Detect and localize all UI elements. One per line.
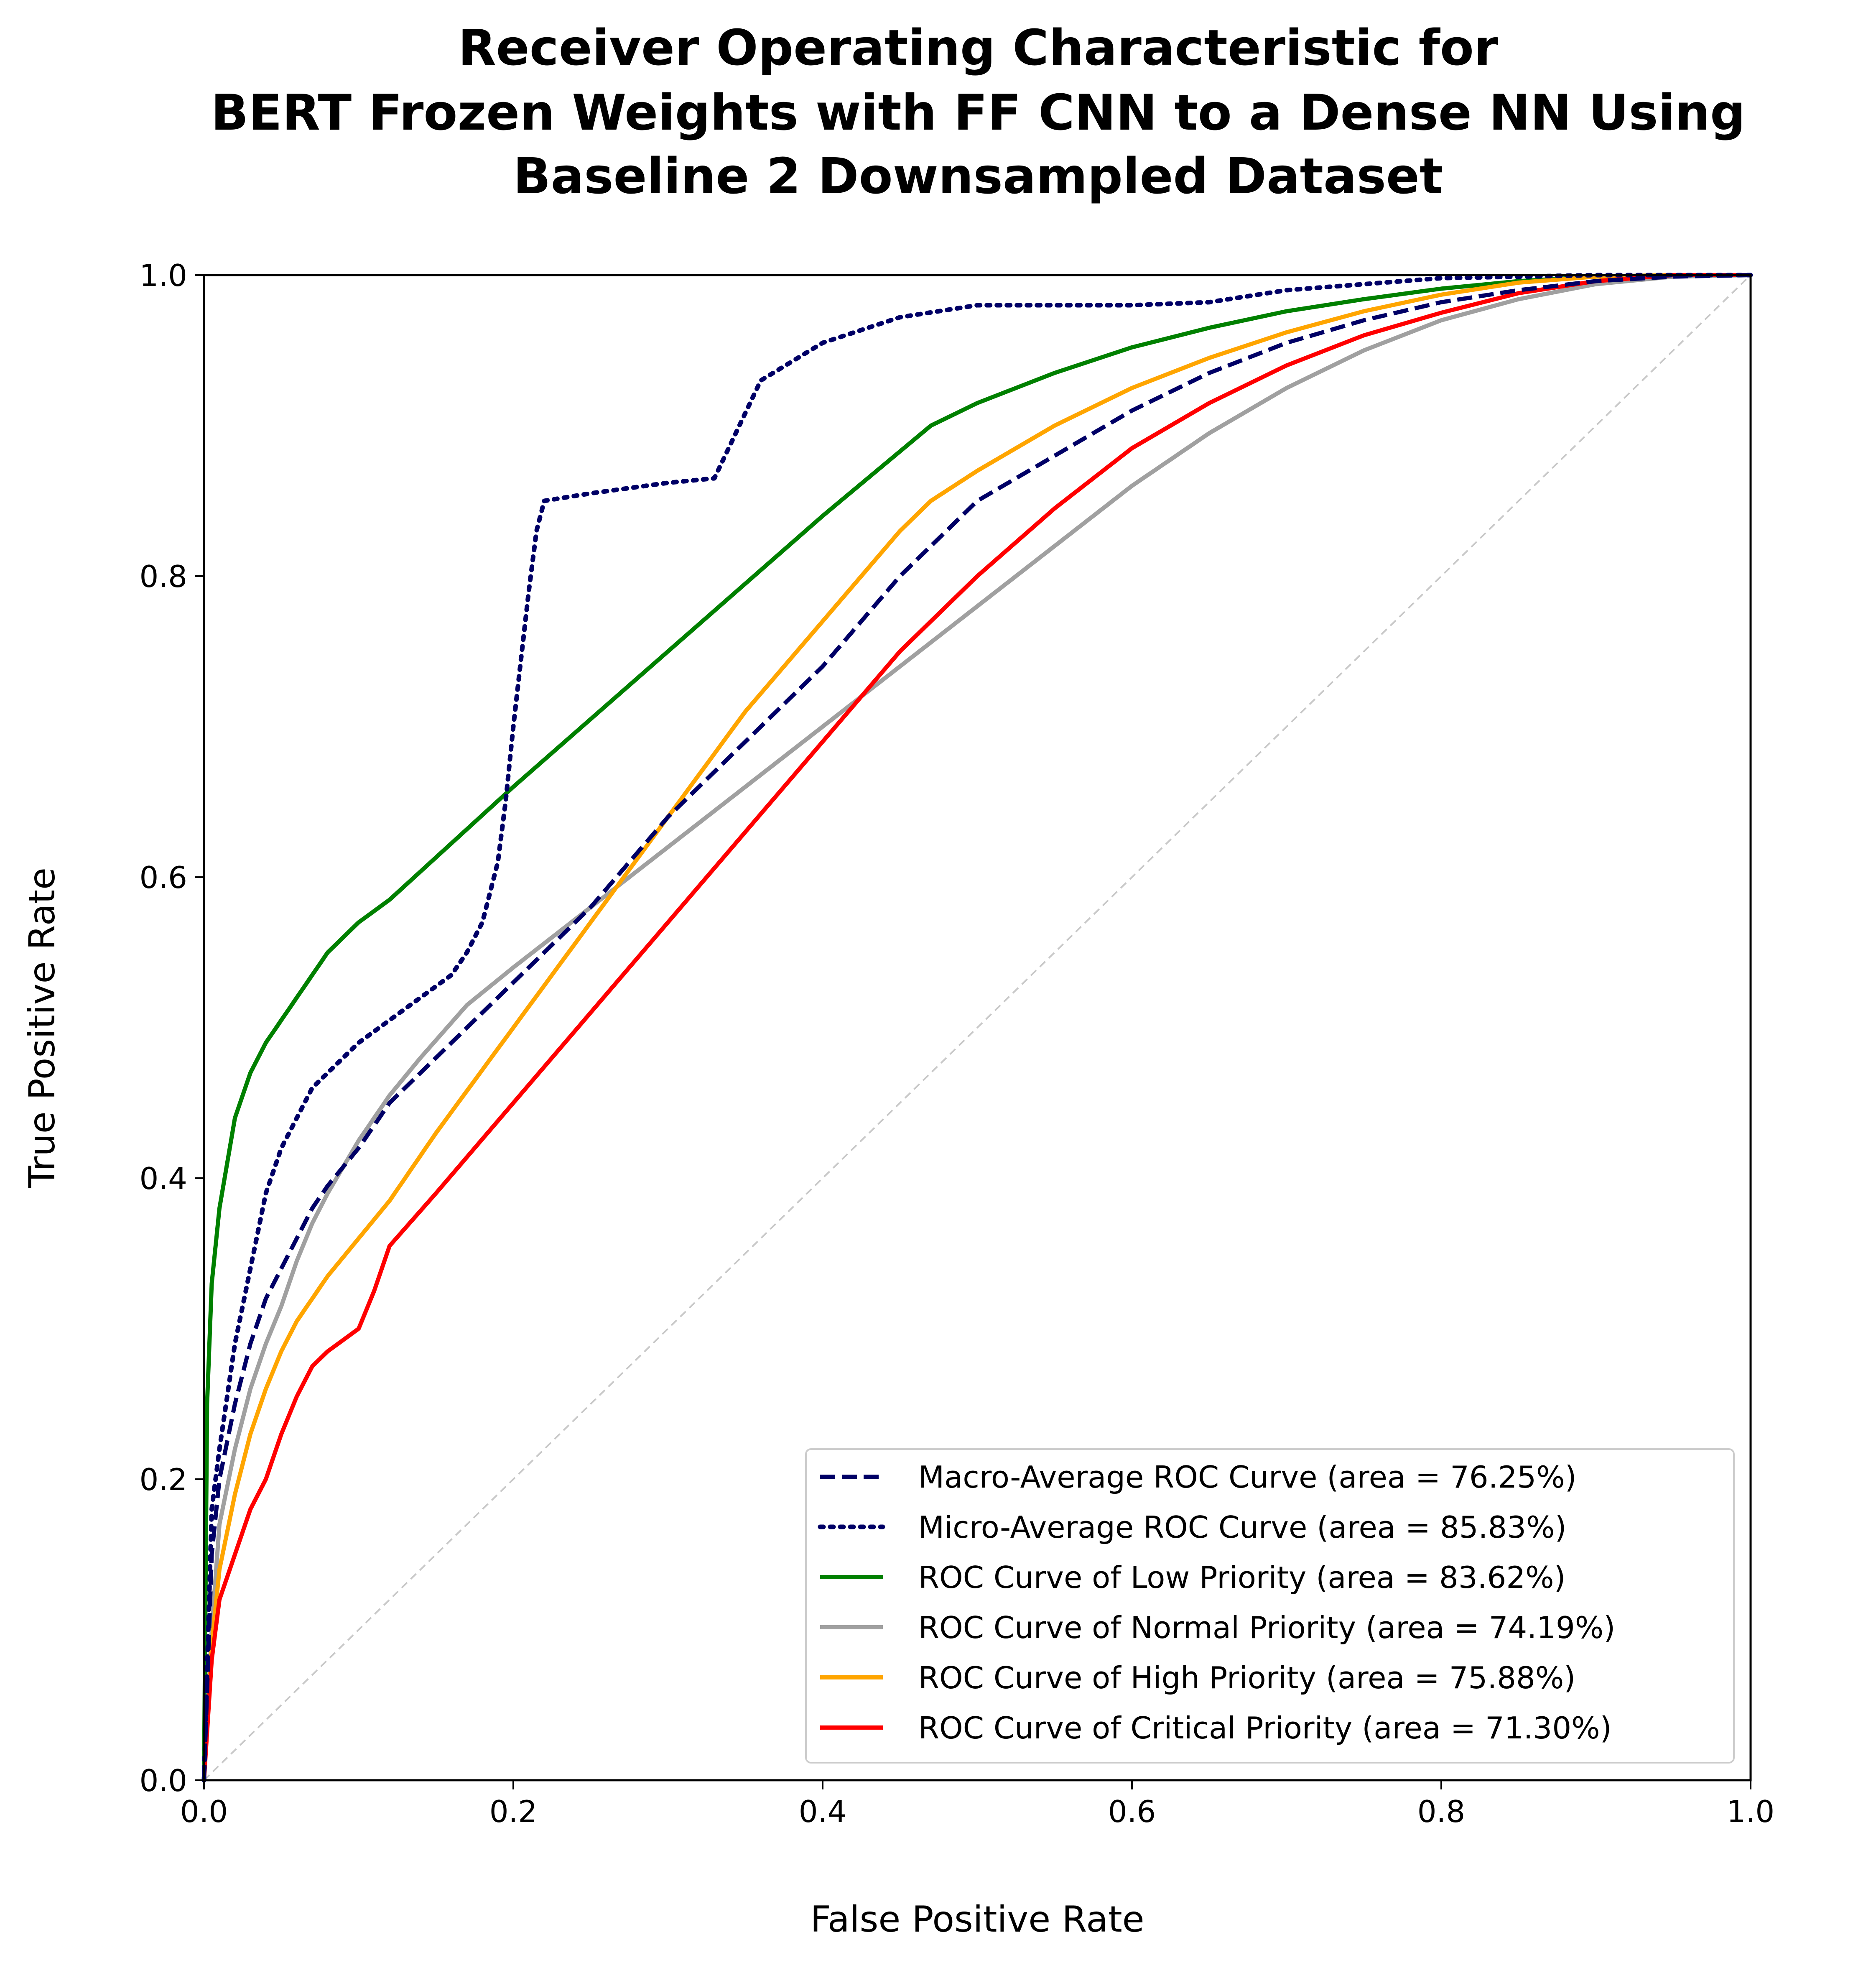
y-tick-label: 0.4 bbox=[139, 1161, 187, 1196]
x-axis-ticks: 0.0 0.2 0.4 0.6 0.8 1.0 bbox=[180, 1780, 1775, 1829]
reference-diagonal-line bbox=[203, 274, 1751, 1781]
x-axis-label: False Positive Rate bbox=[810, 1899, 1144, 1940]
x-tick-label: 0.4 bbox=[799, 1794, 847, 1829]
legend-label-3: ROC Curve of Low Priority (area = 83.62%… bbox=[918, 1560, 1566, 1595]
x-tick-label: 0.2 bbox=[489, 1794, 538, 1829]
x-tick-label: 0.8 bbox=[1417, 1794, 1466, 1829]
series-layer bbox=[201, 273, 1753, 1783]
x-tick-label: 1.0 bbox=[1727, 1794, 1775, 1829]
title-line-3: Baseline 2 Downsampled Dataset bbox=[513, 147, 1443, 205]
legend-label-6: ROC Curve of Critical Priority (area = 7… bbox=[918, 1710, 1612, 1746]
x-tick-label: 0.0 bbox=[180, 1794, 228, 1829]
legend-box bbox=[805, 1448, 1735, 1764]
legend-label-2: Micro-Average ROC Curve (area = 85.83%) bbox=[918, 1510, 1567, 1545]
title-line-2: BERT Frozen Weights with FF CNN to a Den… bbox=[211, 84, 1745, 141]
y-tick-label: 0.2 bbox=[139, 1462, 187, 1497]
x-tick-label: 0.6 bbox=[1108, 1794, 1156, 1829]
legend-label-5: ROC Curve of High Priority (area = 75.88… bbox=[918, 1660, 1575, 1695]
y-axis-ticks: 0.0 0.2 0.4 0.6 0.8 1.0 bbox=[139, 258, 204, 1798]
series-line-3 bbox=[202, 273, 1751, 1781]
y-tick-label: 1.0 bbox=[139, 258, 187, 293]
legend-entries: Macro-Average ROC Curve (area = 76.25%) M… bbox=[818, 1460, 1615, 1746]
plot-area bbox=[201, 273, 1753, 1783]
plot-frame bbox=[203, 274, 1752, 1781]
title-line-1: Receiver Operating Characteristic for bbox=[458, 19, 1498, 77]
series-line-2 bbox=[201, 273, 1753, 1783]
y-tick-label: 0.8 bbox=[139, 559, 187, 594]
chart-title: Receiver Operating Characteristic for BE… bbox=[211, 19, 1745, 205]
series-line-1 bbox=[202, 273, 1751, 1781]
legend-label-4: ROC Curve of Normal Priority (area = 74.… bbox=[918, 1610, 1615, 1645]
y-tick-label: 0.0 bbox=[139, 1763, 187, 1798]
y-tick-label: 0.6 bbox=[139, 860, 187, 895]
reference-line-layer bbox=[203, 274, 1751, 1781]
series-line-6 bbox=[202, 273, 1751, 1781]
legend-label-1: Macro-Average ROC Curve (area = 76.25%) bbox=[918, 1460, 1577, 1495]
y-axis-label: True Positive Rate bbox=[21, 868, 63, 1188]
legend: Macro-Average ROC Curve (area = 76.25%) M… bbox=[805, 1448, 1735, 1764]
